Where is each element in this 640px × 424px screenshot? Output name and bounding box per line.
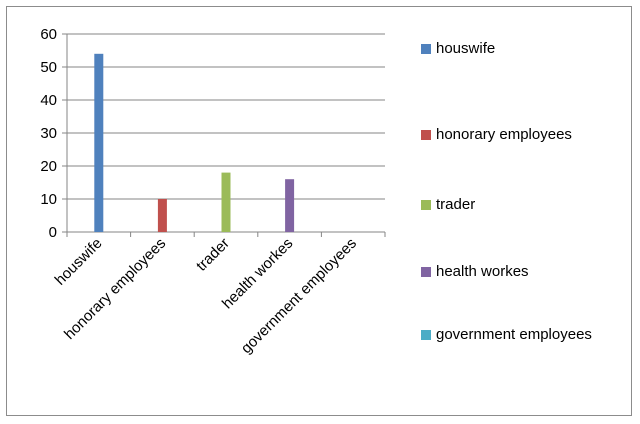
legend-item: health workes (421, 262, 616, 282)
legend-label: health workes (436, 263, 529, 280)
y-tick-label: 10 (40, 191, 57, 208)
chart-legend: houswife honorary employees trader health w… (421, 7, 631, 417)
legend-swatch (421, 44, 431, 54)
legend-swatch (421, 330, 431, 340)
bar-honorary-employees (157, 199, 167, 232)
y-tick-label: 20 (40, 158, 57, 175)
y-tick-label: 30 (40, 125, 57, 142)
x-tick-label: government employees (238, 235, 360, 357)
legend-label: government employees (436, 326, 592, 343)
legend-label: trader (436, 196, 476, 213)
bar-health-workes (285, 179, 295, 232)
y-tick-label: 40 (40, 92, 57, 109)
chart-frame: 0 10 20 30 40 50 60 houswife honorary employees t… (6, 6, 632, 416)
legend-item: government employees (421, 325, 616, 345)
bar-trader (221, 172, 231, 232)
y-tick-label: 50 (40, 59, 57, 76)
legend-item: honorary employees (421, 125, 616, 145)
bar-houswife (94, 53, 104, 232)
legend-swatch (421, 130, 431, 140)
legend-swatch (421, 200, 431, 210)
y-tick-label: 0 (49, 224, 57, 241)
legend-label: honorary employees (436, 126, 572, 143)
legend-item: houswife (421, 39, 616, 59)
legend-swatch (421, 267, 431, 277)
x-tick-label: houswife (52, 235, 106, 289)
y-tick-label: 60 (40, 26, 57, 43)
legend-label: houswife (436, 40, 496, 57)
x-tick-label: trader (193, 235, 233, 275)
legend-item: trader (421, 195, 616, 215)
